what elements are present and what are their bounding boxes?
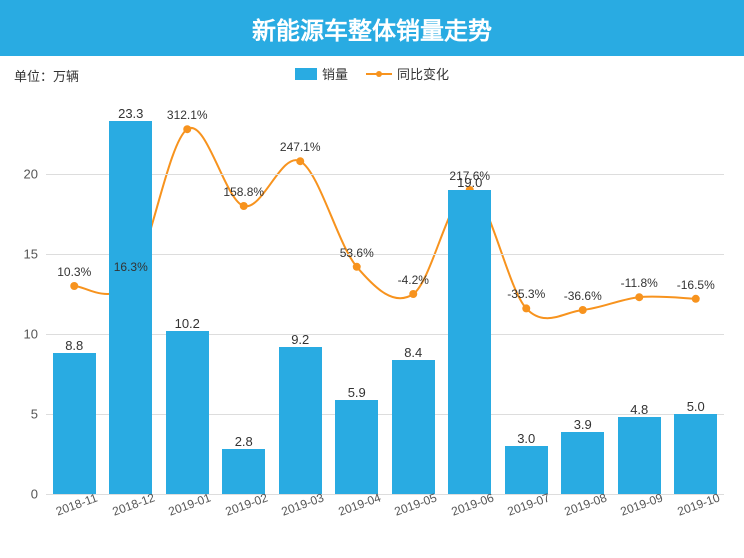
bar bbox=[392, 360, 435, 494]
line-value-label: -35.3% bbox=[507, 287, 545, 301]
line-value-label: 312.1% bbox=[167, 108, 208, 122]
bar-value-label: 9.2 bbox=[272, 332, 329, 347]
y-tick-label: 15 bbox=[24, 247, 46, 262]
line-value-label: -36.6% bbox=[564, 289, 602, 303]
bar-value-label: 5.0 bbox=[668, 399, 725, 414]
line-value-label: -4.2% bbox=[398, 273, 429, 287]
y-tick-label: 5 bbox=[31, 407, 46, 422]
bar bbox=[448, 190, 491, 494]
bar bbox=[335, 400, 378, 494]
bar-slot: 5.0 bbox=[668, 94, 725, 494]
bar-value-label: 10.2 bbox=[159, 316, 216, 331]
bar-slot: 4.8 bbox=[611, 94, 668, 494]
bar bbox=[674, 414, 717, 494]
chart-title: 新能源车整体销量走势 bbox=[0, 0, 744, 56]
bar-slot: 19.0 bbox=[442, 94, 499, 494]
legend-item-bar: 销量 bbox=[295, 64, 348, 83]
y-tick-label: 10 bbox=[24, 327, 46, 342]
line-value-label: 53.6% bbox=[340, 246, 374, 260]
line-value-label: 217.6% bbox=[449, 169, 490, 183]
legend: 销量 同比变化 bbox=[0, 64, 744, 83]
bar-slot: 2.8 bbox=[216, 94, 273, 494]
bar-value-label: 5.9 bbox=[329, 385, 386, 400]
bar-slot: 10.2 bbox=[159, 94, 216, 494]
x-axis-labels: 2018-112018-122019-012019-022019-032019-… bbox=[46, 498, 724, 512]
bar bbox=[279, 347, 322, 494]
bar-slot: 8.4 bbox=[385, 94, 442, 494]
bar bbox=[618, 417, 661, 494]
legend-bar-swatch bbox=[295, 68, 317, 80]
bar bbox=[109, 121, 152, 494]
bar bbox=[505, 446, 548, 494]
bar-slot: 23.3 bbox=[103, 94, 160, 494]
legend-bar-label: 销量 bbox=[322, 64, 348, 83]
bar-slot: 8.8 bbox=[46, 94, 103, 494]
chart-container: 新能源车整体销量走势 单位：万辆 销量 同比变化 051015208.823.3… bbox=[0, 0, 744, 558]
legend-line-label: 同比变化 bbox=[397, 64, 449, 83]
line-value-label: 158.8% bbox=[223, 185, 264, 199]
bar-value-label: 23.3 bbox=[103, 106, 160, 121]
legend-item-line: 同比变化 bbox=[366, 64, 449, 83]
line-value-label: -16.5% bbox=[677, 278, 715, 292]
bar-value-label: 8.8 bbox=[46, 338, 103, 353]
bar bbox=[166, 331, 209, 494]
line-value-label: 10.3% bbox=[57, 265, 91, 279]
bar-value-label: 2.8 bbox=[216, 434, 273, 449]
y-tick-label: 0 bbox=[31, 487, 46, 502]
bar-series: 8.8 23.3 10.2 2.8 9.2 5.9 8.419.03.03.94.85.0 bbox=[46, 94, 724, 494]
plot-area: 051015208.823.310.22.89.25.98.419.03.03.… bbox=[46, 94, 724, 494]
y-tick-label: 20 bbox=[24, 167, 46, 182]
bar-value-label: 8.4 bbox=[385, 345, 442, 360]
line-value-label: 16.3% bbox=[114, 260, 148, 274]
bar-value-label: 3.0 bbox=[498, 431, 555, 446]
bar-value-label: 4.8 bbox=[611, 402, 668, 417]
bar bbox=[222, 449, 265, 494]
line-value-label: -11.8% bbox=[621, 276, 658, 290]
bar bbox=[561, 432, 604, 494]
bar bbox=[53, 353, 96, 494]
legend-line-swatch bbox=[366, 68, 392, 80]
bar-slot: 5.9 bbox=[329, 94, 386, 494]
line-value-label: 247.1% bbox=[280, 140, 321, 154]
bar-value-label: 3.9 bbox=[555, 417, 612, 432]
